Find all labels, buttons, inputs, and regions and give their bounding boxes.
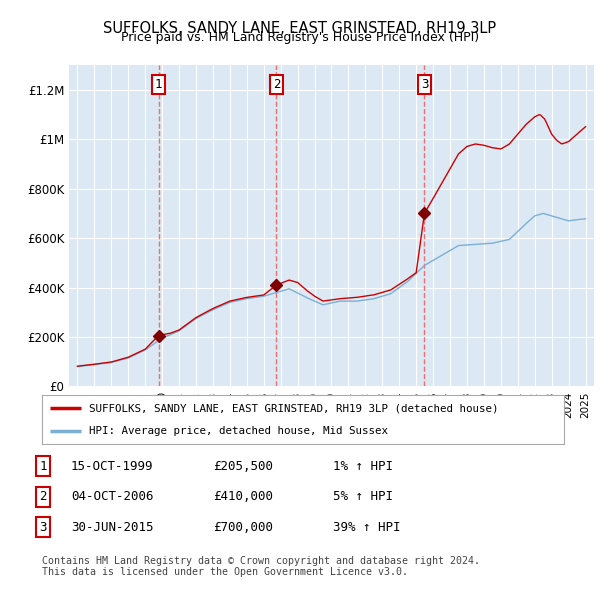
Text: SUFFOLKS, SANDY LANE, EAST GRINSTEAD, RH19 3LP (detached house): SUFFOLKS, SANDY LANE, EAST GRINSTEAD, RH… xyxy=(89,404,499,414)
Text: 1: 1 xyxy=(40,460,47,473)
Text: 04-OCT-2006: 04-OCT-2006 xyxy=(71,490,154,503)
Text: 15-OCT-1999: 15-OCT-1999 xyxy=(71,460,154,473)
Text: Price paid vs. HM Land Registry's House Price Index (HPI): Price paid vs. HM Land Registry's House … xyxy=(121,31,479,44)
Text: Contains HM Land Registry data © Crown copyright and database right 2024.
This d: Contains HM Land Registry data © Crown c… xyxy=(42,556,480,578)
Text: 1% ↑ HPI: 1% ↑ HPI xyxy=(333,460,393,473)
Text: 2: 2 xyxy=(273,78,280,91)
Text: 2: 2 xyxy=(40,490,47,503)
Text: £205,500: £205,500 xyxy=(213,460,273,473)
Text: 3: 3 xyxy=(40,521,47,534)
Text: 30-JUN-2015: 30-JUN-2015 xyxy=(71,521,154,534)
Text: £700,000: £700,000 xyxy=(213,521,273,534)
Text: 3: 3 xyxy=(421,78,428,91)
Text: SUFFOLKS, SANDY LANE, EAST GRINSTEAD, RH19 3LP: SUFFOLKS, SANDY LANE, EAST GRINSTEAD, RH… xyxy=(103,21,497,35)
Text: 5% ↑ HPI: 5% ↑ HPI xyxy=(333,490,393,503)
Text: 1: 1 xyxy=(155,78,163,91)
Text: 39% ↑ HPI: 39% ↑ HPI xyxy=(333,521,401,534)
Text: £410,000: £410,000 xyxy=(213,490,273,503)
Text: HPI: Average price, detached house, Mid Sussex: HPI: Average price, detached house, Mid … xyxy=(89,425,388,435)
